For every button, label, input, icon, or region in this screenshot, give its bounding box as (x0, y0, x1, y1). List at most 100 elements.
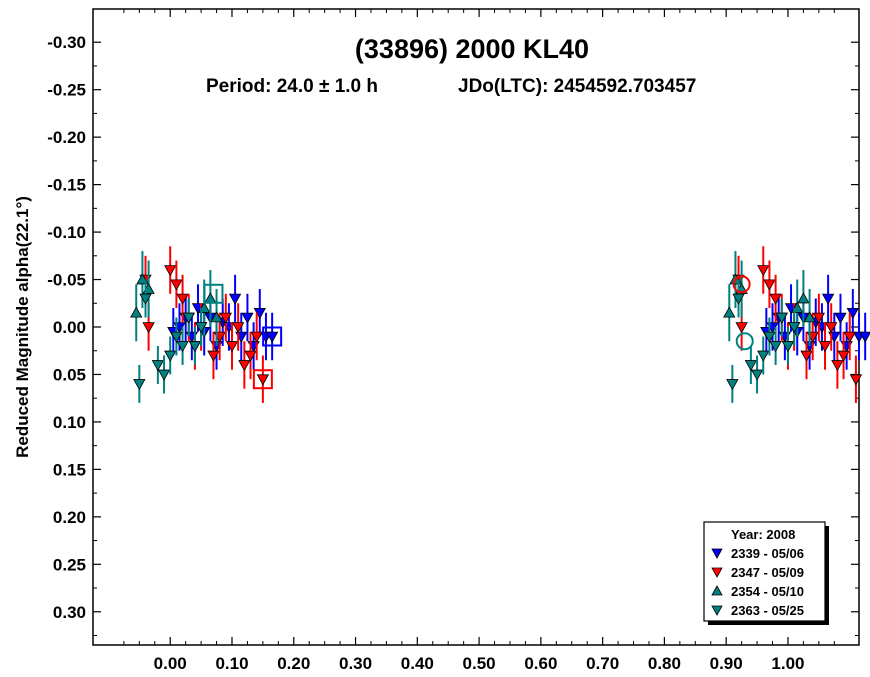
legend-shadow (825, 526, 829, 625)
y-tick-label: -0.15 (47, 176, 86, 195)
data-point (825, 322, 838, 334)
legend-marker (711, 567, 723, 578)
legend-marker (711, 585, 723, 596)
legend-entries: 2339 - 05/06 2347 - 05/09 2354 - 05/10 2363… (711, 546, 804, 618)
legend-marker (711, 605, 723, 616)
data-point (735, 322, 748, 334)
data-point (797, 292, 810, 304)
data-point (238, 360, 251, 372)
y-axis-label: Reduced Magnitude alpha(22.1°) (13, 196, 32, 458)
legend-title: Year: 2008 (731, 527, 795, 542)
data-point (821, 293, 835, 305)
data-point (781, 341, 795, 353)
legend-label: 2363 - 05/25 (731, 603, 804, 618)
data-point (151, 360, 165, 372)
data-point (133, 379, 146, 391)
data-point (849, 374, 863, 386)
y-tick-label: 0.05 (53, 365, 86, 384)
data-point (843, 331, 856, 343)
square-marker (262, 326, 283, 347)
data-point (757, 350, 770, 362)
data-point (250, 331, 263, 343)
square-marker (252, 369, 273, 390)
data-point (757, 265, 770, 277)
data-point (176, 341, 189, 353)
data-point (170, 279, 183, 291)
data-point (164, 265, 177, 277)
y-tick-label: -0.10 (47, 223, 86, 242)
y-tick-label: -0.05 (47, 271, 86, 290)
data-point (231, 322, 245, 334)
y-tick-label: 0.30 (53, 603, 86, 622)
data-point (207, 350, 220, 362)
data-point (256, 374, 270, 386)
data-point (225, 341, 239, 353)
legend-label: 2354 - 05/10 (731, 584, 804, 599)
data-point (219, 312, 232, 324)
legend-box (703, 521, 826, 622)
data-point (803, 311, 816, 323)
y-tick-label: -0.30 (47, 33, 86, 52)
legend-label: 2339 - 05/06 (731, 546, 804, 561)
data-point (732, 293, 745, 305)
chart-subtitle-epoch: JDo(LTC): 2454592.703457 (458, 76, 696, 97)
data-point (858, 331, 870, 343)
data-point (176, 293, 189, 305)
data-point (837, 350, 850, 362)
x-tick-label: 0.20 (277, 654, 310, 673)
data-point (744, 360, 758, 372)
axis-ticks: 0.00 0.10 0.20 0.30 0.40 0.50 0.60 0.70 0.80 0.90… (47, 9, 859, 673)
data-point (763, 279, 776, 291)
data-point (769, 341, 782, 353)
data-point (787, 322, 801, 334)
data-point (834, 312, 847, 324)
x-tick-label: 0.50 (463, 654, 496, 673)
square-marker (203, 283, 224, 304)
data-point (726, 379, 739, 391)
legend-label: 2347 - 05/09 (731, 565, 804, 580)
x-tick-label: 0.80 (648, 654, 681, 673)
x-tick-label: 0.60 (524, 654, 557, 673)
data-point (750, 369, 764, 381)
x-tick-label: 0.30 (339, 654, 372, 673)
data-point (241, 312, 254, 324)
data-point (763, 331, 776, 343)
x-tick-label: 1.00 (771, 654, 804, 673)
data-point (265, 331, 279, 343)
y-tick-label: -0.25 (47, 81, 86, 100)
y-tick-label: -0.20 (47, 128, 86, 147)
data-point (775, 312, 788, 324)
data-marks (130, 246, 870, 403)
data-point (157, 369, 171, 381)
data-point (244, 350, 257, 362)
data-point (818, 341, 832, 353)
y-tick-label: 0.00 (53, 318, 86, 337)
legend: Year: 2008 2339 - 05/06 2347 - 05/09 2354 … (703, 521, 829, 625)
x-tick-label: 0.40 (401, 654, 434, 673)
circle-marker (732, 275, 751, 294)
data-point (812, 312, 826, 324)
legend-marker (711, 548, 723, 559)
data-point (228, 293, 242, 305)
data-point (142, 322, 155, 334)
data-point (164, 350, 177, 362)
y-tick-label: 0.20 (53, 508, 86, 527)
data-point (210, 311, 223, 323)
legend-shadow-bottom (708, 621, 829, 625)
data-point (800, 350, 813, 362)
y-tick-label: 0.25 (53, 555, 86, 574)
data-point (194, 322, 208, 334)
circle-marker (735, 332, 754, 351)
data-point (188, 341, 202, 353)
chart-subtitle-period: Period: 24.0 ± 1.0 h (206, 76, 378, 97)
data-point (723, 306, 736, 318)
x-tick-label: 0.00 (154, 654, 187, 673)
data-point (130, 306, 143, 318)
data-point (831, 360, 844, 372)
x-tick-label: 0.70 (586, 654, 619, 673)
y-tick-label: 0.15 (53, 460, 86, 479)
x-tick-label: 0.90 (710, 654, 743, 673)
y-tick-label: 0.10 (53, 413, 86, 432)
data-point (170, 331, 183, 343)
